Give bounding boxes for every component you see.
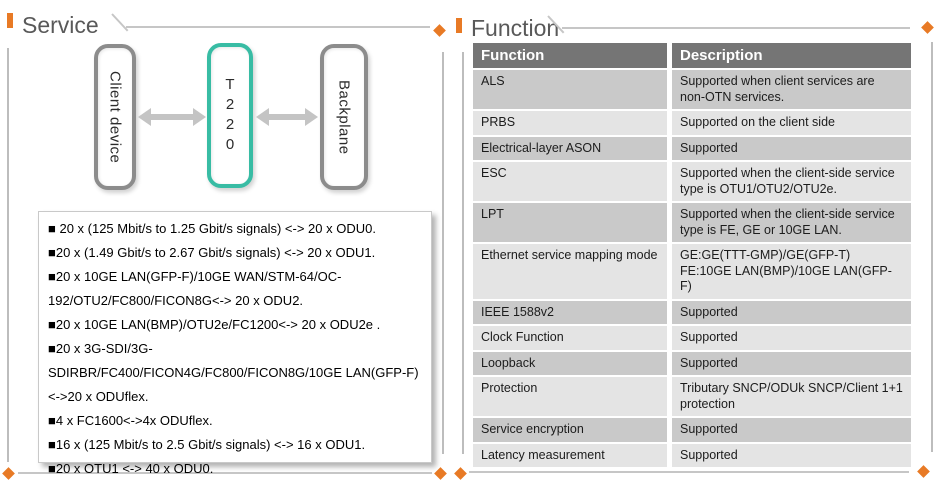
description-cell: Supported — [669, 417, 911, 444]
function-accent-bar-icon — [456, 18, 462, 33]
service-accent-bar-icon — [7, 13, 13, 28]
function-table-body: ALS Supported when client services are n… — [473, 69, 911, 469]
table-row: Ethernet service mapping mode GE:GE(TTT-… — [473, 243, 911, 301]
function-cell: Service encryption — [473, 417, 672, 444]
diamond-icon — [454, 467, 467, 480]
description-cell: Supported — [669, 325, 911, 352]
client-device-label: Client device — [106, 70, 124, 164]
description-cell: Supported when the client-side service t… — [669, 202, 911, 244]
function-panel-left-border — [462, 52, 464, 454]
diamond-icon — [921, 21, 934, 34]
function-cell: IEEE 1588v2 — [473, 299, 672, 326]
table-row: PRBS Supported on the client side — [473, 110, 911, 137]
description-cell: Supported — [669, 442, 911, 469]
backplane-label: Backplane — [335, 79, 353, 155]
function-table-header: Function Description — [473, 43, 911, 70]
table-row: Latency measurement Supported — [473, 442, 911, 469]
table-header-row: Function Description — [473, 43, 911, 70]
service-list: ■ 20 x (125 Mbit/s to 1.25 Gbit/s signal… — [48, 217, 427, 481]
function-panel-bottom-border — [469, 471, 909, 473]
table-row: Electrical-layer ASON Supported — [473, 135, 911, 162]
function-cell: ESC — [473, 161, 672, 203]
description-cell: Supported — [669, 350, 911, 377]
function-cell: Loopback — [473, 350, 672, 377]
arrow-shaft — [269, 114, 305, 120]
service-list-item: ■16 x (125 Mbit/s to 2.5 Gbit/s signals)… — [48, 437, 366, 452]
service-list-item: ■20 x 10GE LAN(GFP-F)/10GE WAN/STM-64/OC… — [48, 269, 342, 308]
t220-label: T220 — [221, 75, 239, 156]
description-cell: Supported when the client-side service t… — [669, 161, 911, 203]
description-cell: GE:GE(TTT-GMP)/GE(GFP-T) FE:10GE LAN(BMP… — [669, 243, 911, 301]
service-list-item: ■20 x OTU1 <-> 40 x ODU0. — [48, 461, 214, 476]
function-cell: Latency measurement — [473, 442, 672, 469]
diamond-icon — [917, 465, 930, 478]
service-list-box: ■ 20 x (125 Mbit/s to 1.25 Gbit/s signal… — [38, 211, 432, 476]
bidirectional-arrow-icon — [256, 107, 318, 127]
function-cell: PRBS — [473, 110, 672, 137]
service-title-rule-diagonal — [111, 13, 129, 32]
function-table: Function Description ALS Supported when … — [473, 43, 911, 469]
description-cell: Supported on the client side — [669, 110, 911, 137]
service-list-item: ■20 x 10GE LAN(BMP)/OTU2e/FC1200<-> 20 x… — [48, 317, 381, 332]
function-panel-title: Function — [471, 15, 560, 42]
t220-node: T220 — [207, 43, 253, 188]
diamond-icon — [2, 467, 15, 480]
function-cell: Clock Function — [473, 325, 672, 352]
description-column-header: Description — [669, 43, 911, 70]
service-title-rule — [126, 26, 430, 28]
bidirectional-arrow-icon — [138, 107, 206, 127]
service-panel-right-border — [442, 52, 444, 454]
function-title-rule — [562, 27, 910, 29]
function-cell: ALS — [473, 69, 672, 111]
table-row: LPT Supported when the client-side servi… — [473, 202, 911, 244]
client-device-node: Client device — [94, 44, 136, 190]
description-cell: Tributary SNCP/ODUk SNCP/Client 1+1 prot… — [669, 376, 911, 418]
service-list-item: ■20 x (1.49 Gbit/s to 2.67 Gbit/s signal… — [48, 245, 376, 260]
function-panel-right-border — [931, 42, 933, 452]
service-list-item: ■4 x FC1600<->4x ODUflex. — [48, 413, 213, 428]
function-cell: Electrical-layer ASON — [473, 135, 672, 162]
table-row: IEEE 1588v2 Supported — [473, 299, 911, 326]
arrow-head — [138, 108, 151, 126]
table-row: Protection Tributary SNCP/ODUk SNCP/Clie… — [473, 376, 911, 418]
table-row: Service encryption Supported — [473, 417, 911, 444]
arrow-head — [193, 108, 206, 126]
description-cell: Supported when client services are non-O… — [669, 69, 911, 111]
description-cell: Supported — [669, 299, 911, 326]
diamond-icon — [434, 467, 447, 480]
table-row: ALS Supported when client services are n… — [473, 69, 911, 111]
arrow-shaft — [151, 114, 193, 120]
table-row: ESC Supported when the client-side servi… — [473, 161, 911, 203]
service-panel-left-border — [7, 48, 9, 462]
service-panel-bottom-border — [18, 472, 432, 474]
table-row: Clock Function Supported — [473, 325, 911, 352]
diamond-icon — [433, 24, 446, 37]
function-cell: Ethernet service mapping mode — [473, 243, 672, 301]
arrow-head — [305, 108, 318, 126]
backplane-node: Backplane — [320, 44, 368, 190]
service-list-item: ■20 x 3G-SDI/3G-SDIRBR/FC400/FICON4G/FC8… — [48, 341, 419, 404]
function-cell: LPT — [473, 202, 672, 244]
description-cell: Supported — [669, 135, 911, 162]
arrow-head — [256, 108, 269, 126]
function-cell: Protection — [473, 376, 672, 418]
function-column-header: Function — [473, 43, 672, 70]
service-panel-title: Service — [22, 12, 99, 39]
table-row: Loopback Supported — [473, 350, 911, 377]
service-list-item: ■ 20 x (125 Mbit/s to 1.25 Gbit/s signal… — [48, 221, 376, 236]
